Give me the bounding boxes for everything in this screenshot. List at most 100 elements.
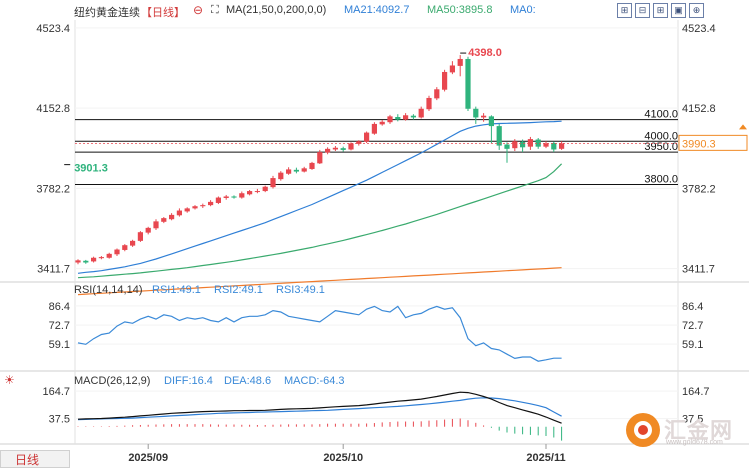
ma0-value: MA0:	[510, 4, 536, 16]
grid-layout-icon[interactable]: ⊞	[653, 3, 668, 18]
rsi-tick-left: 86.4	[49, 301, 70, 313]
ma50-line	[77, 163, 563, 279]
candle-body	[231, 196, 237, 198]
candle-body	[520, 141, 526, 148]
candle-body	[395, 117, 401, 120]
rsi-tick-left: 72.7	[49, 320, 70, 332]
candle-body	[504, 144, 510, 149]
level-label: 3950.0	[644, 141, 678, 153]
zoom-in-icon[interactable]: ⊞	[617, 3, 632, 18]
candle-body	[98, 257, 104, 259]
candle-body	[176, 210, 182, 216]
candle-body	[137, 232, 143, 241]
candle-body	[83, 260, 89, 263]
macd-dea-value: DEA:48.6	[224, 375, 272, 387]
price-tick-right: 3411.7	[682, 264, 715, 276]
macd-macd-value: MACD:-64.3	[284, 375, 345, 387]
last-price-tag	[678, 134, 748, 151]
logo-mark-icon	[626, 413, 660, 447]
ma50-value: MA50:3895.8	[427, 4, 493, 16]
chart-header: 纽约黄金连续 【日线】 ⊖ ⛶ MA(21,50,0,200,0,0) MA21…	[0, 0, 749, 20]
ma-params-label[interactable]: MA(21,50,0,200,0,0)	[226, 4, 327, 16]
rsi1-value: RSI1:49.1	[152, 284, 201, 296]
candle-body	[192, 206, 198, 209]
macd-settings-icon[interactable]: ☀	[4, 373, 15, 387]
site-logo: 汇金网 www.gold678.com	[626, 411, 746, 451]
ma200-line	[77, 267, 562, 296]
candle-body	[473, 108, 479, 118]
candle-body	[286, 169, 292, 174]
ma-picture-icon: ⛶	[211, 4, 219, 16]
price-tick-left: 4523.4	[36, 23, 70, 35]
candle-body	[278, 172, 284, 180]
macd-diff-line	[77, 391, 562, 424]
candle-body	[512, 141, 518, 149]
candle-body	[208, 201, 214, 206]
period-button[interactable]: 日线	[0, 450, 70, 468]
candle-body	[114, 249, 120, 255]
candle-body	[403, 115, 409, 120]
level-label: 4100.0	[644, 109, 678, 121]
candle-body	[122, 245, 128, 250]
fullscreen-icon[interactable]: ▣	[671, 3, 686, 18]
high-label: 4398.0	[468, 47, 502, 59]
price-tick-right: 3782.2	[682, 183, 716, 195]
rsi-tick-right: 72.7	[682, 320, 703, 332]
candle-body	[309, 162, 315, 169]
candle-body	[449, 65, 455, 73]
candle-body	[130, 240, 136, 246]
candle-body	[379, 121, 385, 125]
macd-dea-line	[77, 397, 562, 421]
rsi2-value: RSI2:49.1	[214, 284, 263, 296]
candle-body	[426, 97, 432, 110]
candle-body	[535, 139, 541, 147]
crosshair-icon[interactable]: ⊕	[689, 3, 704, 18]
candle-body	[332, 147, 338, 150]
candle-body	[527, 139, 533, 147]
candle-body	[215, 197, 221, 203]
candle-body	[410, 115, 416, 118]
candle-body	[301, 168, 307, 172]
macd-tick-left: 37.5	[49, 414, 70, 426]
candle-body	[559, 143, 565, 149]
level-label: 3800.0	[644, 174, 678, 186]
candle-body	[262, 186, 268, 192]
candle-body	[106, 253, 112, 258]
zoom-out-icon[interactable]: ⊟	[635, 3, 650, 18]
settings-icon[interactable]: ⊖	[193, 3, 204, 17]
candle-body	[293, 169, 299, 172]
candle-body	[434, 89, 440, 99]
candle-body	[254, 191, 260, 193]
rsi-params-label[interactable]: RSI(14,14,14)	[74, 284, 143, 296]
candle-body	[371, 123, 377, 134]
period-label[interactable]: 【日线】	[141, 7, 185, 19]
candle-body	[153, 221, 159, 229]
candle-body	[161, 218, 167, 222]
candle-body	[543, 143, 549, 147]
candle-body	[488, 116, 494, 127]
macd-header: ☀ MACD(26,12,9) DIFF:16.4 DEA:48.6 MACD:…	[0, 373, 749, 389]
macd-diff-value: DIFF:16.4	[164, 375, 213, 387]
candle-body	[465, 58, 471, 109]
candle-body	[169, 214, 175, 220]
candle-body	[91, 257, 97, 262]
candle-body	[348, 143, 354, 150]
macd-params-label[interactable]: MACD(26,12,9)	[74, 375, 151, 387]
ma21-value: MA21:4092.7	[344, 4, 410, 16]
instrument-title: 纽约黄金连续	[74, 7, 140, 19]
low-label: 3901.3	[74, 163, 108, 175]
rsi-header: RSI(14,14,14) RSI1:49.1 RSI2:49.1 RSI3:4…	[0, 283, 749, 299]
candle-body	[418, 108, 424, 118]
candle-body	[496, 126, 502, 146]
logo-url: www.gold678.com	[666, 439, 723, 446]
candle-body	[184, 208, 190, 212]
level-label: 4000.0	[644, 130, 678, 142]
price-tick-left: 3782.2	[36, 183, 70, 195]
candle-body	[387, 116, 393, 123]
rsi-tick-left: 59.1	[49, 339, 70, 351]
main-plot-area	[75, 20, 678, 282]
macd-tick-right: 37.5	[682, 414, 703, 426]
x-tick-label: 2025/10	[323, 452, 363, 464]
